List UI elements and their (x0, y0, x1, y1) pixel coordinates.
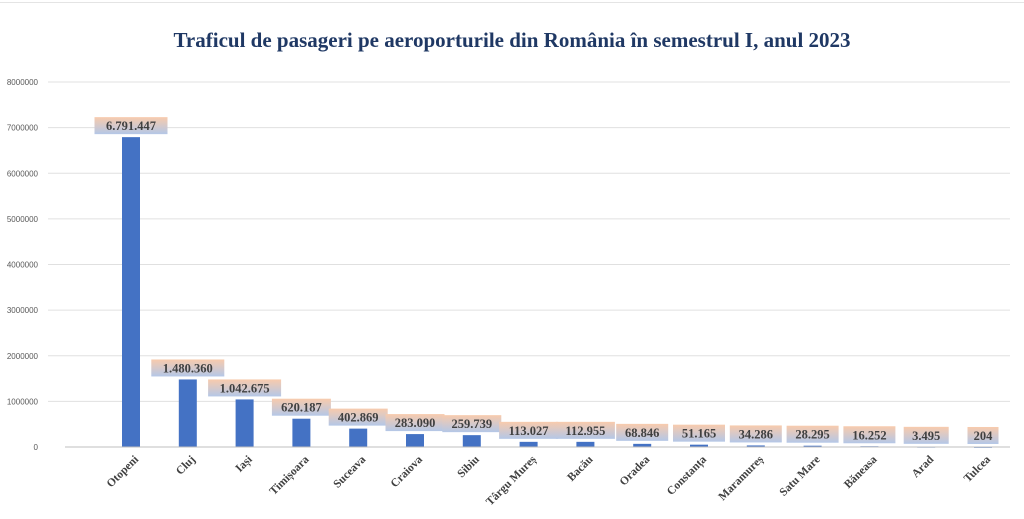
data-label: 3.495 (912, 429, 940, 443)
x-tick-label: Bacău (565, 453, 596, 484)
x-tick-label: Otopeni (105, 453, 142, 490)
bar (122, 137, 140, 447)
data-label-background (208, 379, 282, 397)
data-label-background (328, 408, 388, 426)
data-label-background (555, 421, 615, 439)
x-tick-label: Timișoara (267, 453, 312, 498)
bar (235, 399, 254, 447)
bar (519, 441, 538, 447)
x-tick-label: Arad (910, 453, 937, 480)
bar (406, 434, 424, 447)
x-tick-label: Maramureș (716, 453, 767, 504)
data-label-background (94, 117, 168, 135)
data-label: 113.027 (509, 424, 549, 438)
x-tick-label: Suceava (331, 453, 368, 490)
x-tick-label: Băneasa (842, 453, 880, 491)
x-tick-label: Craiova (389, 453, 426, 490)
data-label-background (499, 421, 559, 439)
data-label-background (271, 398, 331, 416)
data-label-background (729, 425, 782, 443)
chart-title: Traficul de pasageri pe aeroporturile di… (173, 28, 851, 52)
y-tick-label: 4000000 (7, 261, 39, 270)
bar (462, 435, 481, 447)
data-label: 402.869 (338, 411, 379, 425)
data-label-background (442, 415, 502, 433)
y-tick-label: 1000000 (7, 397, 39, 406)
data-label-background (843, 426, 896, 444)
y-tick-label: 7000000 (7, 124, 39, 133)
bar (690, 444, 708, 447)
x-tick-label: Iași (234, 453, 256, 475)
data-label-background (151, 359, 225, 377)
bar (746, 445, 765, 447)
y-tick-label: 3000000 (7, 306, 39, 315)
y-tick-label: 6000000 (7, 169, 39, 178)
bar (292, 418, 311, 447)
y-tick-label: 0 (34, 443, 39, 452)
bar (576, 441, 595, 447)
bar (349, 428, 368, 447)
data-label: 28.295 (795, 428, 829, 442)
data-label: 34.286 (739, 427, 773, 441)
x-tick-label: Tulcea (962, 453, 993, 484)
data-label: 68.846 (625, 426, 659, 440)
data-label: 1.042.675 (220, 381, 270, 395)
x-tick-label: Oradea (618, 453, 653, 488)
data-label: 51.165 (682, 427, 716, 441)
data-label-background (385, 414, 445, 432)
data-label: 283.090 (395, 416, 436, 430)
data-label-background (903, 426, 949, 444)
data-label: 204 (974, 429, 994, 443)
data-label: 6.791.447 (106, 119, 156, 133)
sheet-border (0, 0, 1024, 3)
data-label-background (616, 423, 669, 441)
data-label-background (967, 426, 999, 444)
y-tick-label: 5000000 (7, 215, 39, 224)
data-label: 112.955 (565, 424, 605, 438)
data-label: 16.252 (852, 428, 886, 442)
x-tick-label: Constanța (665, 453, 710, 498)
data-label-background (786, 425, 839, 443)
bar (803, 445, 822, 447)
y-tick-label: 8000000 (7, 78, 39, 87)
x-tick-label: Satu Mare (778, 454, 823, 499)
data-label: 259.739 (451, 417, 492, 431)
data-label: 620.187 (281, 401, 322, 415)
data-label: 1.480.360 (163, 361, 213, 375)
bar (633, 443, 652, 447)
x-tick-label: Sibiu (455, 453, 482, 480)
y-tick-label: 2000000 (7, 352, 39, 361)
bar (178, 379, 197, 447)
x-tick-label: Târgu Mureș (484, 453, 540, 509)
data-label-background (673, 424, 725, 442)
x-tick-label: Cluj (174, 454, 198, 478)
